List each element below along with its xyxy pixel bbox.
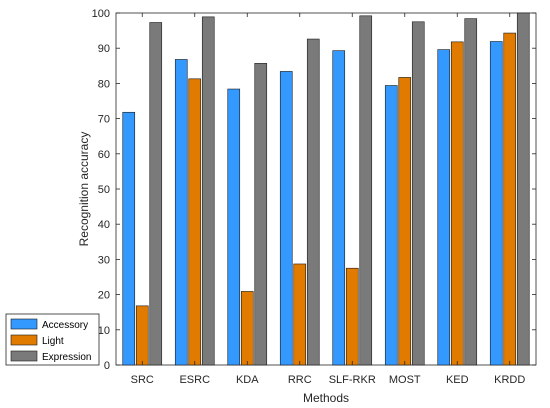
y-tick-label: 30 (98, 254, 110, 266)
y-tick-label: 70 (98, 114, 110, 126)
bar-kda-expression (254, 63, 268, 366)
legend-swatch-accessory (10, 318, 38, 330)
bar-ked-accessory (437, 49, 451, 366)
bar-slf-rkr-accessory (332, 50, 346, 366)
y-tick-label: 10 (98, 325, 110, 337)
bar-esrc-expression (201, 16, 215, 366)
ticks-group: 0 10 20 30 40 50 60 70 80 90 100 SRC ESRC KDA RRC SLF-R… (92, 8, 536, 386)
x-axis-label: Methods (303, 391, 349, 405)
legend-label-expression: Expression (42, 352, 91, 363)
x-tick-label-slf-rkr: SLF-RKR (329, 374, 376, 386)
x-tick-label-esrc: ESRC (179, 374, 210, 386)
x-tick-label-ked: KED (446, 374, 469, 386)
x-tick-label-kda: KDA (236, 374, 259, 386)
bar-esrc-accessory (174, 59, 188, 366)
bar-kda-accessory (227, 88, 241, 366)
legend-label-light: Light (42, 336, 64, 347)
bar-slf-rkr-light (345, 267, 359, 366)
bar-src-expression (149, 22, 163, 366)
bar-kda-light (240, 291, 254, 366)
bar-slf-rkr-expression (359, 15, 373, 366)
x-tick-label-rrc: RRC (288, 374, 312, 386)
bars-group (122, 12, 530, 366)
legend-label-accessory: Accessory (42, 320, 88, 331)
bar-krdd-expression (516, 12, 530, 366)
bar-ked-expression (464, 18, 478, 366)
y-tick-label: 100 (92, 8, 110, 20)
y-tick-label: 60 (98, 149, 110, 161)
y-tick-label: 0 (104, 360, 110, 372)
bar-most-accessory (384, 85, 398, 366)
bar-most-expression (411, 21, 425, 366)
y-tick-label: 40 (98, 219, 110, 231)
bar-rrc-expression (306, 38, 320, 366)
y-tick-label: 20 (98, 290, 110, 302)
bar-src-light (135, 305, 149, 366)
y-axis-label: Recognition accuracy (77, 132, 91, 247)
bar-src-accessory (122, 111, 136, 366)
y-tick-label: 80 (98, 78, 110, 90)
bar-esrc-light (188, 78, 202, 366)
y-tick-label: 50 (98, 184, 110, 196)
legend-swatch-light (10, 334, 38, 346)
bar-rrc-accessory (279, 71, 293, 366)
x-tick-label-most: MOST (389, 374, 421, 386)
bar-most-light (398, 77, 412, 366)
legend: Accessory Light Expression (5, 313, 100, 366)
x-tick-label-krdd: KRDD (494, 374, 525, 386)
bar-rrc-light (293, 263, 307, 366)
bar-krdd-accessory (489, 41, 503, 366)
y-tick-label: 90 (98, 43, 110, 55)
x-tick-label-src: SRC (131, 374, 154, 386)
legend-swatch-expression (10, 350, 38, 362)
bar-krdd-light (503, 32, 517, 366)
bar-ked-light (450, 41, 464, 366)
